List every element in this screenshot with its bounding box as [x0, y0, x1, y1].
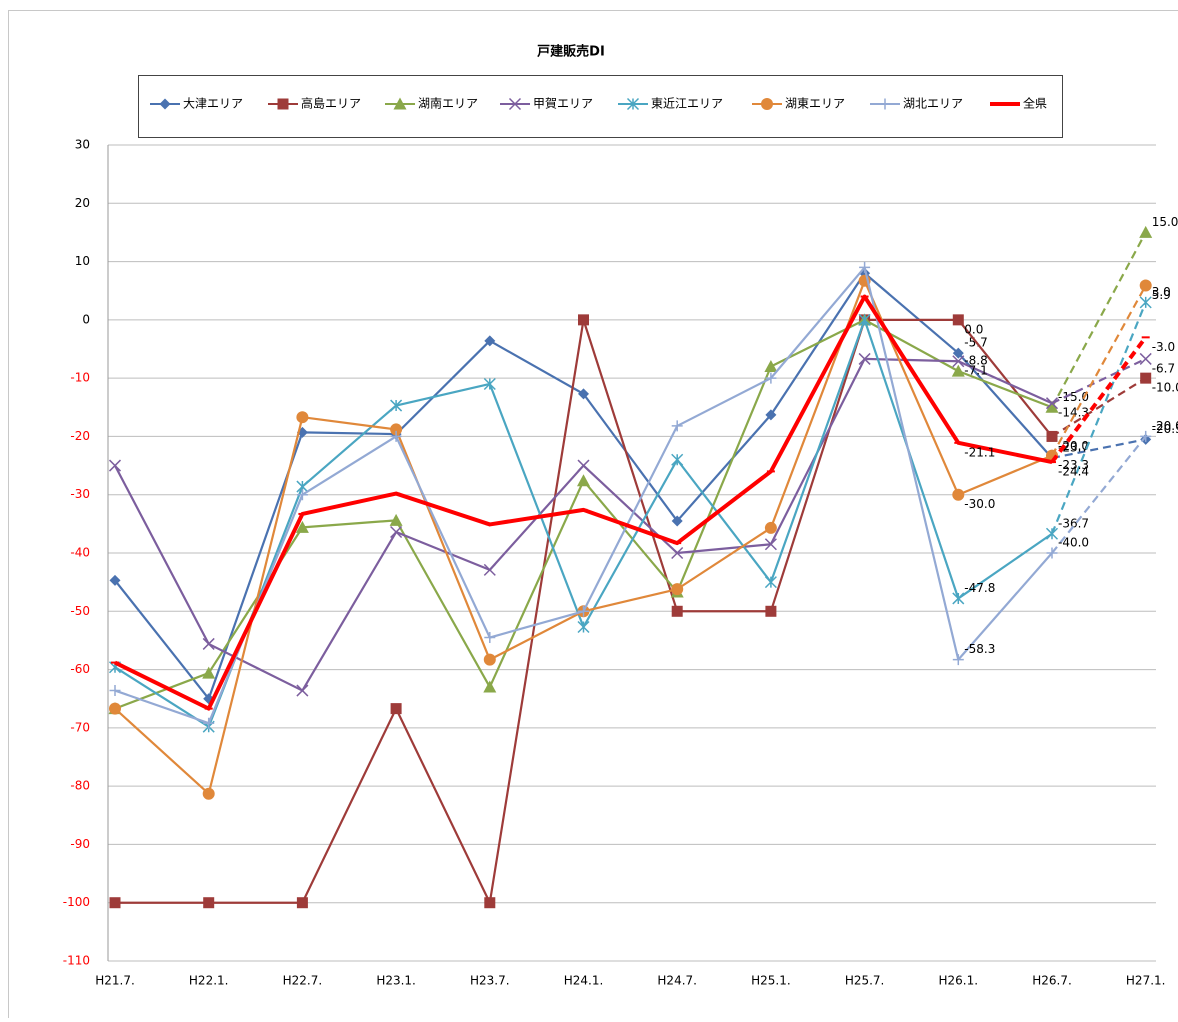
- data-label: -47.8: [964, 581, 995, 595]
- data-point: [1140, 373, 1151, 384]
- data-label: -36.7: [1058, 516, 1089, 530]
- x-tick-label: H25.1.: [751, 974, 791, 988]
- legend-marker: [278, 99, 289, 110]
- x-tick-label: H26.7.: [1032, 974, 1072, 988]
- data-point: [484, 897, 495, 908]
- legend-label: 大津エリア: [183, 97, 243, 111]
- data-point: [203, 897, 214, 908]
- data-point: [484, 654, 496, 666]
- data-label: 15.0: [1152, 215, 1178, 229]
- y-tick-label: -60: [70, 662, 90, 676]
- x-tick-label: H23.7.: [470, 974, 510, 988]
- data-label: -6.7: [1152, 361, 1175, 375]
- data-label: -40.0: [1058, 536, 1089, 550]
- y-tick-label: 0: [82, 312, 90, 326]
- data-point: [297, 897, 308, 908]
- x-tick-label: H22.7.: [283, 974, 323, 988]
- data-label: 5.9: [1152, 288, 1171, 302]
- data-label: -30.0: [964, 497, 995, 511]
- data-point: [953, 314, 964, 325]
- data-label: -58.3: [964, 642, 995, 656]
- data-point: [1140, 279, 1152, 291]
- y-tick-label: -50: [70, 604, 90, 618]
- data-point: [296, 411, 308, 423]
- x-tick-label: H24.1.: [564, 974, 604, 988]
- y-tick-label: -20: [70, 429, 90, 443]
- data-point: [672, 606, 683, 617]
- data-point: [391, 703, 402, 714]
- y-tick-label: 10: [75, 254, 90, 268]
- data-point: [109, 703, 121, 715]
- chart-title: 戸建販売DI: [537, 44, 605, 60]
- x-tick-label: H27.1.: [1126, 974, 1166, 988]
- y-tick-label: 20: [75, 196, 90, 210]
- y-tick-label: -100: [63, 895, 90, 909]
- data-label: -20.0: [1152, 419, 1178, 433]
- legend-label: 高島エリア: [301, 96, 361, 111]
- data-point: [952, 489, 964, 501]
- data-point: [578, 314, 589, 325]
- data-point: [1047, 431, 1058, 442]
- data-label: 0.0: [964, 322, 983, 336]
- data-label: -7.1: [964, 364, 987, 378]
- x-tick-label: H24.7.: [657, 974, 697, 988]
- x-tick-label: H25.7.: [845, 974, 885, 988]
- data-point: [110, 897, 121, 908]
- data-point: [765, 522, 777, 534]
- data-point: [203, 788, 215, 800]
- data-label: -24.4: [1058, 465, 1089, 479]
- legend-label: 湖北エリア: [903, 96, 963, 111]
- x-tick-label: H22.1.: [189, 974, 229, 988]
- y-tick-label: -80: [70, 779, 90, 793]
- legend-label: 東近江エリア: [651, 97, 723, 111]
- x-tick-label: H23.1.: [376, 974, 416, 988]
- y-tick-label: -30: [70, 487, 90, 501]
- x-tick-label: H26.1.: [939, 974, 979, 988]
- legend-marker: [761, 98, 773, 110]
- y-tick-label: -70: [70, 720, 90, 734]
- y-tick-label: -110: [63, 954, 90, 968]
- data-label: -10.0: [1152, 381, 1178, 395]
- legend-label: 甲賀エリア: [533, 97, 593, 111]
- y-tick-label: -90: [70, 837, 90, 851]
- legend-label: 湖南エリア: [418, 96, 478, 111]
- y-tick-label: -40: [70, 546, 90, 560]
- data-point: [765, 606, 776, 617]
- legend-label: 湖東エリア: [785, 96, 845, 111]
- data-label: -21.1: [964, 445, 995, 459]
- legend-label: 全県: [1023, 96, 1047, 111]
- data-label: -3.0: [1152, 340, 1175, 354]
- y-tick-label: -10: [70, 371, 90, 385]
- x-tick-label: H21.7.: [95, 974, 135, 988]
- data-point: [671, 583, 683, 595]
- y-tick-label: 30: [75, 138, 90, 152]
